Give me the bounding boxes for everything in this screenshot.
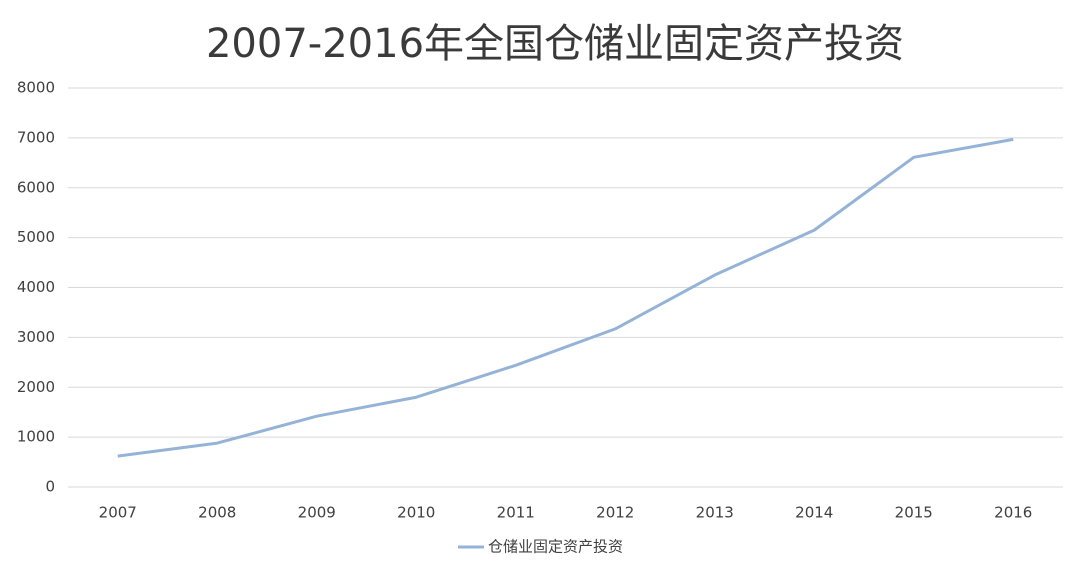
x-tick-label: 2009 <box>298 504 336 522</box>
x-tick-label: 2015 <box>895 504 933 522</box>
y-tick-label: 6000 <box>17 178 55 196</box>
y-tick-label: 2000 <box>17 378 55 396</box>
x-tick-label: 2008 <box>198 504 236 522</box>
y-tick-label: 7000 <box>17 128 55 146</box>
x-tick-label: 2013 <box>696 504 734 522</box>
x-tick-label: 2016 <box>994 504 1032 522</box>
y-tick-label: 5000 <box>17 228 55 246</box>
legend-label: 仓储业固定资产投资 <box>488 538 623 556</box>
y-tick-label: 3000 <box>17 328 55 346</box>
y-tick-label: 8000 <box>17 79 55 97</box>
x-tick-label: 2010 <box>397 504 435 522</box>
y-tick-label: 0 <box>45 478 55 496</box>
x-tick-label: 2014 <box>795 504 833 522</box>
x-tick-label: 2012 <box>596 504 634 522</box>
chart-title: 2007-2016年全国仓储业固定资产投资 <box>206 21 904 67</box>
data-line <box>117 137 1014 458</box>
x-tick-label: 2011 <box>497 504 535 522</box>
y-tick-label: 4000 <box>17 278 55 296</box>
x-tick-label: 2007 <box>99 504 137 522</box>
y-tick-label: 1000 <box>17 428 55 446</box>
